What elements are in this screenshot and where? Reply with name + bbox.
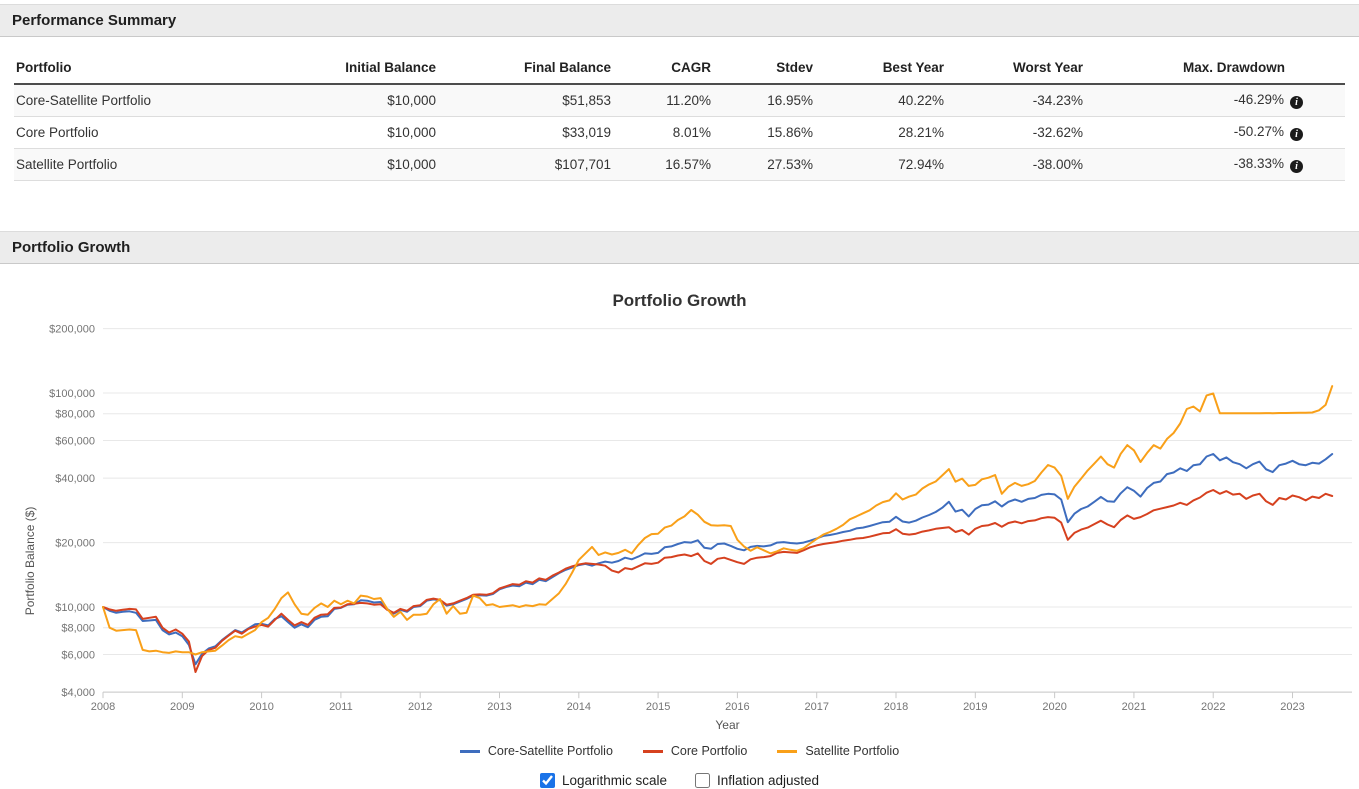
summary-table: Portfolio Initial Balance Final Balance CAG… (14, 52, 1345, 181)
legend-swatch (642, 749, 663, 753)
column-header: Best Year (821, 52, 952, 85)
value-cell: -32.62% (1032, 125, 1083, 140)
portfolio-growth-title: Portfolio Growth (12, 239, 131, 256)
value-cell: 40.22% (898, 93, 944, 108)
y-axis-tick-label: $4,000 (61, 687, 95, 699)
logarithmic-scale-checkbox[interactable] (539, 773, 555, 788)
y-axis-title: Portfolio Balance ($) (23, 507, 37, 616)
column-header: Worst Year (952, 52, 1091, 85)
table-row: Core-Satellite Portfolio $10,000 $51,853 11… (14, 84, 1345, 117)
x-axis-tick-label: 2023 (1280, 701, 1304, 713)
inflation-adjusted-label: Inflation adjusted (716, 773, 820, 788)
value-cell: 15.86% (767, 125, 813, 140)
value-cell: 72.94% (898, 157, 944, 172)
summary-table-header-row: Portfolio Initial Balance Final Balance CAG… (14, 52, 1345, 85)
y-axis-tick-label: $60,000 (55, 435, 95, 447)
x-axis-tick-label: 2017 (804, 701, 828, 713)
logarithmic-scale-label: Logarithmic scale (561, 773, 667, 788)
column-header: Portfolio (14, 52, 332, 85)
x-axis-title: Year (715, 718, 739, 732)
x-axis-tick-label: 2009 (170, 701, 194, 713)
column-header: CAGR (619, 52, 719, 85)
value-cell: $33,019 (562, 125, 611, 140)
x-axis-tick-label: 2014 (567, 701, 591, 713)
value-cell: $10,000 (387, 157, 436, 172)
x-axis-tick-label: 2008 (91, 701, 115, 713)
performance-summary-title: Performance Summary (12, 12, 177, 29)
value-cell: $107,701 (554, 157, 611, 172)
logarithmic-scale-control[interactable]: Logarithmic scale (539, 773, 667, 788)
y-axis-tick-label: $100,000 (49, 388, 95, 400)
portfolio-name-cell: Satellite Portfolio (16, 157, 118, 172)
info-icon[interactable]: i (1290, 160, 1303, 173)
y-axis-tick-label: $8,000 (61, 623, 95, 635)
y-axis-tick-label: $40,000 (55, 473, 95, 485)
chart-title: Portfolio Growth (612, 291, 747, 310)
inflation-adjusted-control[interactable]: Inflation adjusted (694, 773, 820, 788)
value-cell: 16.57% (665, 157, 711, 172)
section-gap (0, 181, 1359, 231)
legend-label: Satellite Portfolio (805, 744, 900, 758)
value-cell: 27.53% (767, 157, 813, 172)
x-axis-tick-label: 2015 (646, 701, 670, 713)
column-header: Initial Balance (332, 52, 444, 85)
portfolio-name-cell: Core Portfolio (16, 125, 99, 140)
value-cell: -38.00% (1032, 157, 1083, 172)
inflation-adjusted-checkbox[interactable] (694, 773, 710, 788)
x-axis-tick-label: 2013 (487, 701, 511, 713)
column-header: Stdev (719, 52, 821, 85)
value-cell: 16.95% (767, 93, 813, 108)
column-header: Max. Drawdown (1091, 52, 1345, 85)
x-axis-tick-label: 2011 (329, 701, 353, 713)
y-axis-tick-label: $20,000 (55, 538, 95, 550)
value-cell: 11.20% (666, 93, 711, 108)
x-axis-tick-label: 2021 (1122, 701, 1146, 713)
info-icon[interactable]: i (1290, 128, 1303, 141)
growth-chart[interactable]: $200,000 $100,000 $80,000 $60,000 $40,000 $20… (0, 314, 1359, 736)
x-axis-tick-label: 2018 (884, 701, 908, 713)
y-axis-tick-label: $80,000 (55, 409, 95, 421)
legend-swatch (459, 749, 480, 753)
x-axis-tick-label: 2016 (725, 701, 749, 713)
value-cell: $10,000 (387, 93, 436, 108)
x-axis-tick-label: 2010 (249, 701, 273, 713)
y-axis-tick-label: $10,000 (55, 602, 95, 614)
legend-label: Core-Satellite Portfolio (487, 744, 613, 758)
portfolio-growth-header: Portfolio Growth (0, 231, 1359, 264)
value-cell: -50.27% i (1091, 117, 1345, 149)
table-row: Satellite Portfolio $10,000 $107,701 16.57%… (14, 148, 1345, 181)
info-icon[interactable]: i (1290, 96, 1303, 109)
legend-item[interactable]: Core Portfolio (642, 744, 748, 758)
x-axis-tick-label: 2020 (1042, 701, 1066, 713)
x-axis-tick-label: 2019 (963, 701, 987, 713)
value-cell: -38.33% i (1091, 149, 1345, 181)
summary-table-body: Core-Satellite Portfolio $10,000 $51,853 11… (14, 84, 1345, 181)
legend-item[interactable]: Core-Satellite Portfolio (459, 744, 613, 758)
value-cell: -34.23% (1032, 93, 1083, 108)
performance-summary-header: Performance Summary (0, 4, 1359, 37)
series-line[interactable] (102, 453, 1334, 666)
value-cell: $51,853 (562, 93, 611, 108)
series-line[interactable] (102, 385, 1334, 656)
series-line[interactable] (102, 489, 1334, 673)
legend-swatch (777, 749, 798, 753)
value-cell: 28.21% (898, 125, 944, 140)
value-cell: 8.01% (672, 125, 711, 140)
chart-legend: Core-Satellite Portfolio Core Portfolio Sa… (0, 744, 1359, 758)
y-axis-tick-label: $200,000 (49, 324, 95, 336)
legend-label: Core Portfolio (670, 744, 748, 758)
x-axis-tick-label: 2022 (1201, 701, 1225, 713)
legend-item[interactable]: Satellite Portfolio (777, 744, 899, 758)
portfolio-name-cell: Core-Satellite Portfolio (16, 93, 152, 108)
chart-controls: Logarithmic scale Inflation adjusted (0, 773, 1359, 788)
value-cell: $10,000 (387, 125, 436, 140)
value-cell: -46.29% i (1091, 84, 1345, 117)
x-axis-tick-label: 2012 (408, 701, 432, 713)
y-axis-tick-label: $6,000 (61, 649, 95, 661)
table-row: Core Portfolio $10,000 $33,019 8.01% 15.86% 2… (14, 116, 1345, 149)
column-header: Final Balance (444, 52, 619, 85)
